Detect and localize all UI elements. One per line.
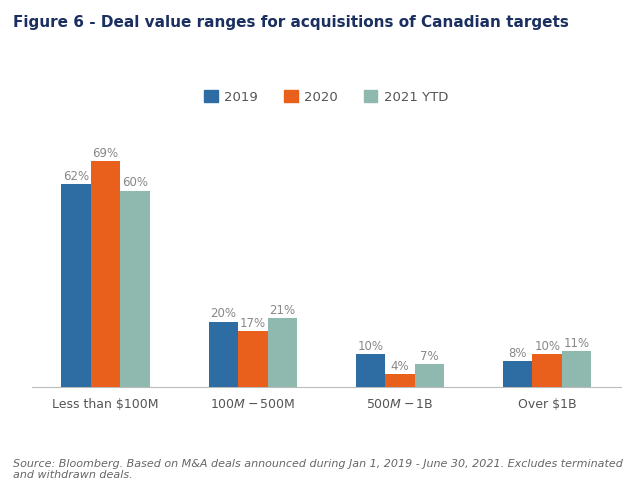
- Bar: [209, 322, 238, 387]
- Text: 17%: 17%: [240, 317, 266, 330]
- Text: 7%: 7%: [420, 349, 439, 362]
- Bar: [503, 361, 532, 387]
- Text: 20%: 20%: [211, 306, 236, 319]
- Bar: [356, 355, 385, 387]
- Text: Source: Bloomberg. Based on M&A deals announced during Jan 1, 2019 - June 30, 20: Source: Bloomberg. Based on M&A deals an…: [13, 457, 623, 479]
- Text: Figure 6 - Deal value ranges for acquisitions of Canadian targets: Figure 6 - Deal value ranges for acquisi…: [13, 15, 569, 30]
- Bar: [120, 191, 150, 387]
- Text: 11%: 11%: [564, 336, 589, 349]
- Bar: [415, 364, 444, 387]
- Text: 4%: 4%: [390, 359, 410, 372]
- Bar: [238, 332, 268, 387]
- Text: 62%: 62%: [63, 169, 89, 182]
- Bar: [562, 351, 591, 387]
- Text: 10%: 10%: [358, 339, 383, 352]
- Legend: 2019, 2020, 2021 YTD: 2019, 2020, 2021 YTD: [199, 85, 454, 109]
- Text: 60%: 60%: [122, 176, 148, 189]
- Bar: [532, 355, 562, 387]
- Text: 21%: 21%: [269, 303, 295, 317]
- Text: 69%: 69%: [93, 147, 118, 160]
- Bar: [268, 318, 297, 387]
- Bar: [91, 162, 120, 387]
- Bar: [385, 374, 415, 387]
- Text: 10%: 10%: [534, 339, 560, 352]
- Text: 8%: 8%: [509, 346, 527, 359]
- Bar: [61, 185, 91, 387]
